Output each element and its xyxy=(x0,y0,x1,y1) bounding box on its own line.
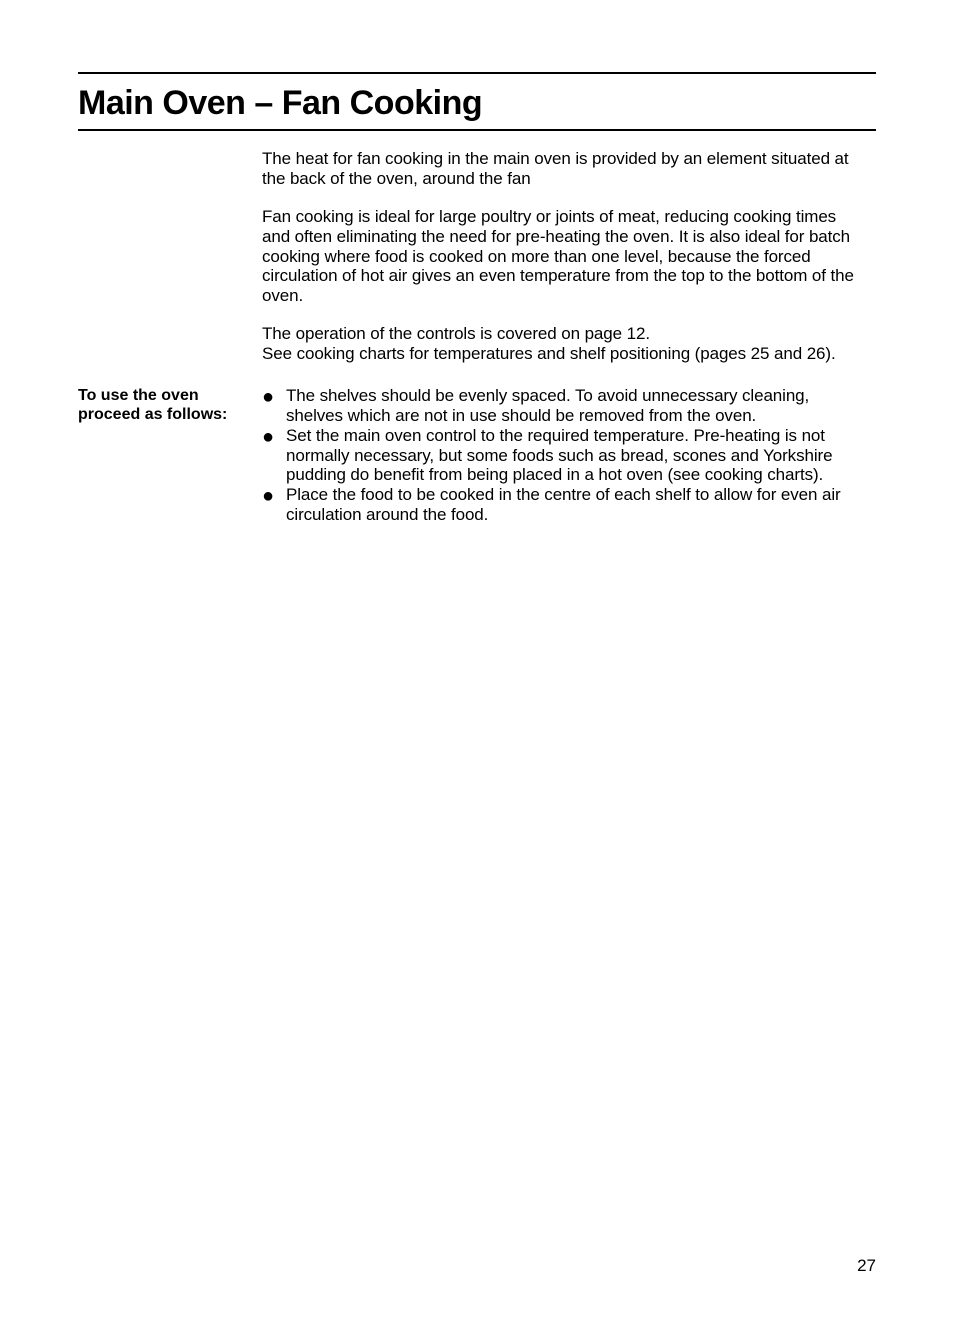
bullet-icon: ● xyxy=(262,386,286,426)
list-item-text: Set the main oven control to the require… xyxy=(286,426,862,486)
side-label: To use the oven proceed as follows: xyxy=(78,386,262,525)
list-item-text: The shelves should be evenly spaced. To … xyxy=(286,386,862,426)
body-paragraph: Fan cooking is ideal for large poultry o… xyxy=(262,207,862,306)
bullet-icon: ● xyxy=(262,485,286,525)
rule-top xyxy=(78,72,876,74)
body-paragraph: The heat for fan cooking in the main ove… xyxy=(262,149,862,189)
rule-bottom xyxy=(78,129,876,131)
bullet-list: ● The shelves should be evenly spaced. T… xyxy=(262,386,862,525)
body-column: The heat for fan cooking in the main ove… xyxy=(262,149,862,364)
body-paragraph: The operation of the controls is covered… xyxy=(262,324,862,364)
list-item: ● Place the food to be cooked in the cen… xyxy=(262,485,862,525)
list-item-text: Place the food to be cooked in the centr… xyxy=(286,485,862,525)
list-item: ● Set the main oven control to the requi… xyxy=(262,426,862,486)
page-title: Main Oven – Fan Cooking xyxy=(78,80,876,129)
instruction-section: To use the oven proceed as follows: ● Th… xyxy=(78,386,876,525)
document-page: Main Oven – Fan Cooking The heat for fan… xyxy=(0,0,954,1336)
page-number: 27 xyxy=(857,1256,876,1276)
list-item: ● The shelves should be evenly spaced. T… xyxy=(262,386,862,426)
bullet-icon: ● xyxy=(262,426,286,486)
